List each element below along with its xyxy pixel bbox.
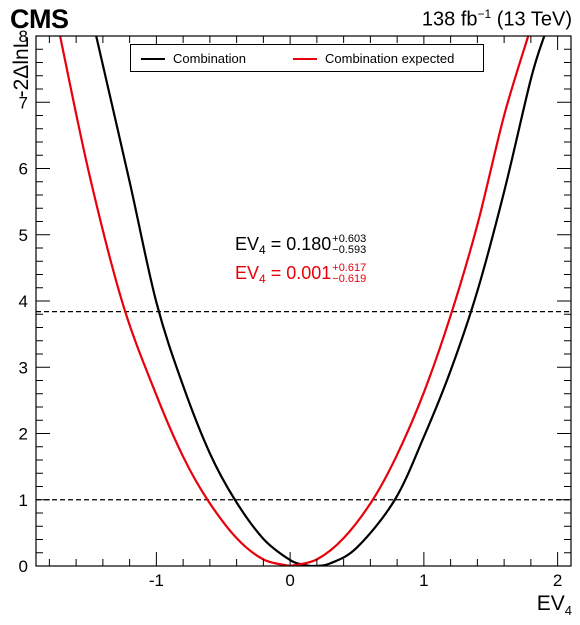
legend-line-observed [141,58,165,60]
y-tick-label: 7 [19,93,28,112]
y-axis-label: -2ΔlnL [10,36,33,98]
exp-down: −0.619 [332,273,367,286]
obs-value: = 0.180 [265,234,332,254]
x-tick-label: 0 [285,571,294,590]
expected-result-label: EV4 = 0.001 +0.617 −0.619 [235,263,366,286]
y-tick-label: 2 [19,425,28,444]
lumi-energy: (13 TeV) [491,8,572,31]
plot-frame [35,35,572,567]
x-axis-label-sub: 4 [564,603,572,619]
obs-lhs: EV [235,234,260,254]
obs-up: +0.603 [332,233,367,246]
y-tick-label: 6 [19,160,28,179]
legend-label-expected: Combination expected [325,51,455,66]
luminosity-label: 138 fb−1 (13 TeV) [422,7,572,32]
x-axis-label: EV4 [537,592,572,618]
exp-sub: 4 [259,272,266,286]
exp-lhs: EV [235,263,260,283]
lumi-exponent: −1 [477,7,492,21]
series-line-0 [95,36,546,566]
x-tick-label: -1 [149,571,164,590]
obs-down: −0.593 [332,244,367,257]
y-tick-label: 0 [19,557,28,576]
y-tick-label: 3 [19,358,28,377]
y-tick-label: 1 [19,491,28,510]
x-axis-label-main: EV [536,592,565,615]
exp-up: +0.617 [332,262,367,275]
exp-value: = 0.001 [265,263,332,283]
y-tick-label: 8 [19,27,28,46]
lumi-value: 138 fb [421,8,478,31]
x-tick-label: 1 [419,571,428,590]
legend-line-expected [293,58,317,60]
y-tick-label: 4 [19,292,28,311]
legend: Combination Combination expected [130,44,484,72]
x-tick-label: 2 [553,571,562,590]
experiment-label: CMS [10,4,69,34]
observed-result-label: EV4 = 0.180 +0.603 −0.593 [235,234,366,257]
series-line-1 [58,36,530,566]
legend-label-observed: Combination [173,51,246,66]
obs-sub: 4 [259,243,266,257]
y-tick-label: 5 [19,226,28,245]
